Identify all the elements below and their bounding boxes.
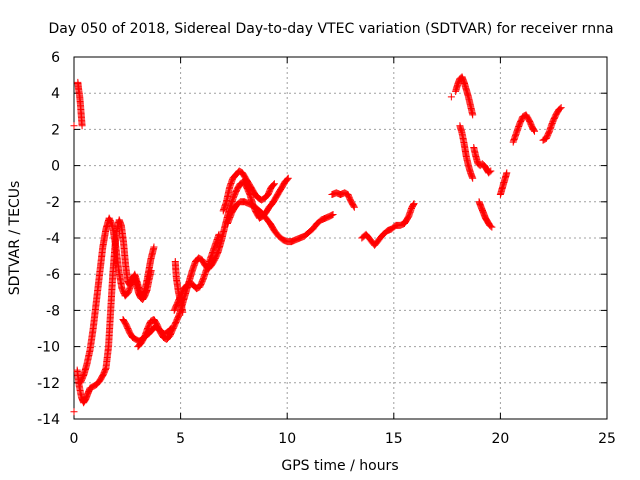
x-tick-label: 15 xyxy=(385,431,403,447)
y-axis-label: SDTVAR / TECUs xyxy=(7,181,23,296)
grid xyxy=(74,57,607,419)
axis-ticks: 0 5 10 15 20 25 -14 -12 -10 -8 -6 -4 -2 0 2 4 6 xyxy=(37,50,616,447)
y-tick-label: -4 xyxy=(46,231,60,247)
data-point xyxy=(283,175,291,183)
data-point xyxy=(488,223,496,231)
data-point xyxy=(410,200,418,208)
data-point xyxy=(410,201,418,209)
x-tick-label: 20 xyxy=(491,431,509,447)
data-point xyxy=(70,408,78,416)
data-point xyxy=(165,326,173,334)
data-point xyxy=(284,174,292,182)
data-point xyxy=(283,176,291,184)
y-tick-label: 2 xyxy=(51,122,60,138)
y-tick-label: 0 xyxy=(51,159,60,175)
data-point xyxy=(150,243,158,251)
y-tick-label: -6 xyxy=(46,267,60,283)
x-axis-label: GPS time / hours xyxy=(281,458,398,474)
data-point xyxy=(70,122,78,130)
x-tick-label: 10 xyxy=(278,431,296,447)
x-tick-label: 5 xyxy=(176,431,185,447)
data-point xyxy=(530,126,538,134)
data-point xyxy=(269,182,277,190)
y-tick-label: -12 xyxy=(37,376,60,392)
x-tick-label: 0 xyxy=(70,431,79,447)
data-point xyxy=(270,181,278,189)
data-point xyxy=(167,325,175,332)
data-point xyxy=(350,203,358,211)
chart-title: Day 050 of 2018, Sidereal Day-to-day VTE… xyxy=(48,21,613,37)
data-point xyxy=(81,397,89,405)
data-point xyxy=(531,127,539,135)
data-point xyxy=(447,93,455,101)
data-point xyxy=(179,308,187,316)
y-tick-label: 4 xyxy=(51,86,60,102)
data-point xyxy=(328,211,336,219)
y-tick-label: 6 xyxy=(51,50,60,66)
data-point xyxy=(469,111,477,119)
data-point xyxy=(556,105,564,113)
data-point xyxy=(78,122,86,130)
data-point xyxy=(469,174,477,182)
data-points xyxy=(70,73,565,416)
data-point xyxy=(486,168,494,176)
data-point xyxy=(503,169,511,177)
data-point xyxy=(350,202,358,210)
data-point xyxy=(166,325,174,333)
data-point xyxy=(270,180,278,188)
data-point xyxy=(487,167,495,175)
data-point xyxy=(409,201,417,209)
data-point xyxy=(487,222,495,230)
y-tick-label: -2 xyxy=(46,195,60,211)
y-tick-label: -14 xyxy=(37,412,60,428)
y-tick-label: -10 xyxy=(37,340,60,356)
y-tick-label: -8 xyxy=(46,303,60,319)
data-point xyxy=(557,104,565,112)
data-point xyxy=(529,125,537,133)
x-tick-label: 25 xyxy=(598,431,616,447)
data-point xyxy=(329,210,337,218)
data-point xyxy=(215,230,223,238)
